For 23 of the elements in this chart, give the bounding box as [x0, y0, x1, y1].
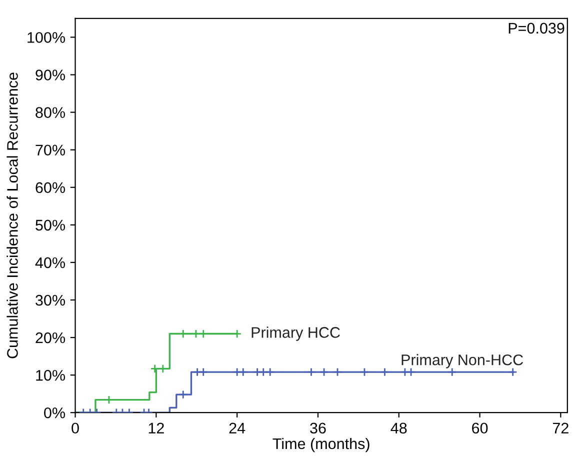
y-tick-label: 60% — [36, 182, 66, 194]
y-tick-label: 50% — [36, 220, 66, 231]
y-tick-label: 10% — [36, 370, 66, 381]
x-tick-label: 48 — [390, 422, 407, 434]
y-tick-label: 0% — [44, 407, 66, 418]
y-tick-label: 90% — [36, 70, 66, 80]
x-tick-label: 12 — [148, 422, 164, 434]
y-tick-label: 80% — [36, 107, 66, 118]
y-tick-label: 40% — [35, 257, 66, 268]
y-tick-label: 100% — [28, 32, 66, 43]
x-tick-label: 0 — [72, 422, 79, 434]
x-tick-label: 60 — [472, 422, 488, 434]
series-label: Primary Non-HCC — [402, 354, 524, 368]
y-tick-label: 30% — [36, 294, 66, 306]
y-axis-title: Cumulative Incidence of Local Recurrence — [6, 72, 18, 358]
series-label: Primary HCC — [252, 326, 340, 341]
annotation: P=0.039 — [508, 22, 564, 34]
x-tick-label: 72 — [552, 422, 568, 434]
x-tick-label: 36 — [310, 422, 326, 434]
x-tick-label: 24 — [229, 422, 246, 434]
y-tick-label: 70% — [36, 144, 66, 156]
y-tick-label: 20% — [36, 332, 66, 344]
x-axis-title: Time (months) — [272, 438, 370, 452]
